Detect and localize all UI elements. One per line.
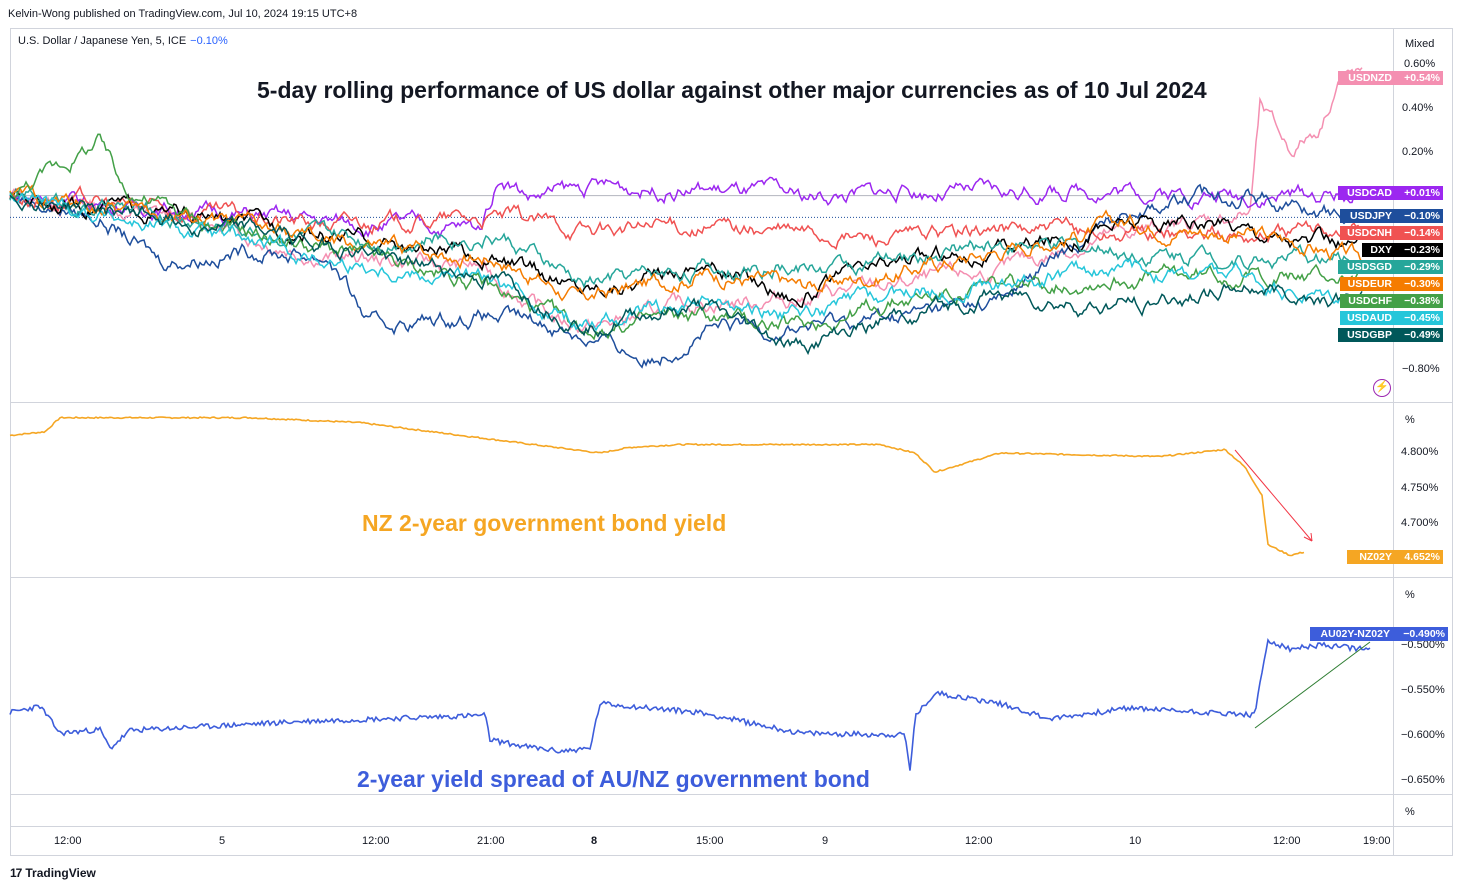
y-tick-3-0: −0.500% [1401,639,1445,651]
series-value-usdnzd: +0.54% [1395,71,1443,85]
down-arrow-head [1303,532,1313,542]
chart-title-spread: 2-year yield spread of AU/NZ government … [357,766,870,792]
series-line-usdeur [9,184,1363,302]
chart-title-performance: 5-day rolling performance of US dollar a… [257,77,1207,103]
series-line-usdaud [9,192,1363,332]
series-value-usdjpy: −0.10% [1395,209,1443,223]
series-value-usdchf: −0.38% [1395,294,1443,308]
y-tick-2-0: 4.800% [1401,446,1439,458]
x-tick-5: 15:00 [696,835,724,847]
series-value-usdsgd: −0.29% [1395,260,1443,274]
series-line-au02y-nz02y [9,638,1371,771]
x-tick-6: 9 [822,835,829,847]
series-tag-usdgbp[interactable]: USDGBP [1338,328,1395,342]
symbol-change: −0.10% [190,35,228,47]
y-tick-1-1: 0.40% [1402,102,1434,114]
pane-separator-1[interactable] [10,402,1453,403]
tradingview-logo-icon: 17 [10,866,22,880]
series-tag-usdjpy[interactable]: USDJPY [1340,209,1395,223]
series-tag-usdnzd[interactable]: USDNZD [1338,71,1395,85]
series-tag-au02y-nz02y[interactable]: AU02Y-NZ02Y [1310,627,1393,641]
series-line-usdcad [9,176,1363,239]
series-value-usdcnh: −0.14% [1395,226,1443,240]
tradingview-brand[interactable]: 17 TradingView [10,866,96,880]
series-line-usdgbp [9,194,1363,356]
series-value-usdcad: +0.01% [1395,186,1443,200]
y-tick-1-0: 0.60% [1404,58,1436,70]
y-tick-1-2: 0.20% [1402,146,1434,158]
y-tick-1-3: −0.80% [1402,363,1440,375]
series-value-usdgbp: −0.49% [1395,328,1443,342]
series-line-nz02y [9,416,1305,557]
y-tick-3-2: −0.600% [1401,729,1445,741]
x-tick-9: 12:00 [1273,835,1301,847]
pane-separator-3[interactable] [10,794,1453,795]
y-tick-2-1: 4.750% [1401,482,1439,494]
series-tag-usdeur[interactable]: USDEUR [1340,277,1395,291]
up-trend-annotation [1254,641,1371,729]
series-value-usdeur: −0.30% [1395,277,1443,291]
series-value-au02y-nz02y: −0.490% [1393,627,1448,641]
x-tick-10: 19:00 [1363,835,1391,847]
x-tick-1: 5 [219,835,226,847]
series-tag-nz02y[interactable]: NZ02Y [1347,550,1395,564]
x-tick-2: 12:00 [362,835,390,847]
scale-mode-label[interactable]: Mixed [1405,38,1435,50]
series-tag-usdcnh[interactable]: USDCNH [1340,226,1395,240]
series-tag-usdsgd[interactable]: USDSGD [1338,260,1395,274]
tradingview-name: TradingView [25,866,96,880]
lightning-icon[interactable]: ⚡ [1373,379,1391,397]
price-axis-separator [1393,28,1394,856]
series-tag-usdaud[interactable]: USDAUD [1340,311,1395,325]
time-axis-separator [10,826,1453,827]
series-line-usdjpy [9,183,1363,369]
pane2-unit: % [1405,414,1415,426]
y-tick-2-2: 4.700% [1401,517,1439,529]
series-value-usdaud: −0.45% [1395,311,1443,325]
x-tick-7: 12:00 [965,835,993,847]
series-line-usdchf [9,133,1363,341]
x-tick-0: 12:00 [54,835,82,847]
pane3-unit: % [1405,589,1415,601]
x-tick-3: 21:00 [477,835,505,847]
x-tick-4: 8 [591,835,598,847]
pane-separator-2[interactable] [10,577,1453,578]
symbol-legend[interactable]: U.S. Dollar / Japanese Yen, 5, ICE −0.10% [18,35,228,47]
series-line-usdsgd [9,188,1363,289]
series-tag-dxy[interactable]: DXY [1362,243,1395,257]
down-arrow-annotation [1234,449,1313,542]
pane4-unit: % [1405,806,1415,818]
y-tick-3-3: −0.650% [1401,774,1445,786]
symbol-name: U.S. Dollar / Japanese Yen, 5, ICE [18,35,187,47]
y-tick-3-1: −0.550% [1401,684,1445,696]
series-line-usdnzd [9,67,1363,334]
chart-frame [10,28,1453,856]
series-value-dxy: −0.23% [1395,243,1443,257]
chart-title-nz-yield: NZ 2-year government bond yield [362,510,727,536]
series-value-nz02y: 4.652% [1395,550,1443,564]
series-tag-usdchf[interactable]: USDCHF [1340,294,1395,308]
series-tag-usdcad[interactable]: USDCAD [1338,186,1395,200]
x-tick-8: 10 [1129,835,1142,847]
publisher-caption: Kelvin-Wong published on TradingView.com… [8,8,358,20]
